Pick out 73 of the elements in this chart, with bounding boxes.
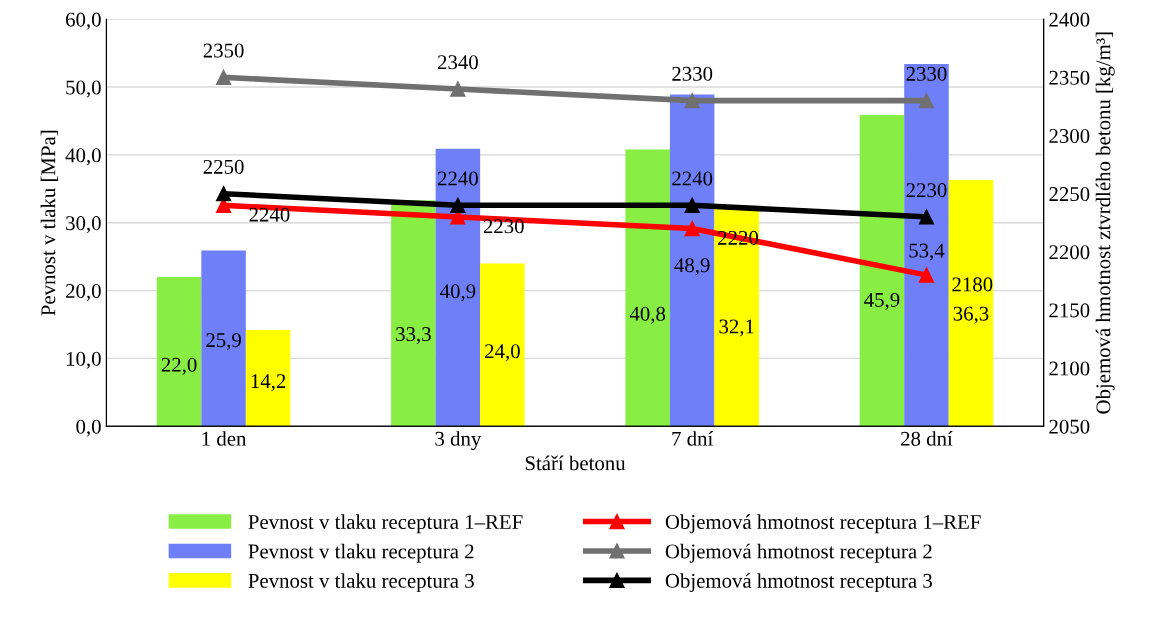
x-tick-label: 7 dní bbox=[672, 431, 714, 446]
data-label: 24,0 bbox=[485, 344, 520, 362]
legend-label: Objemová hmotnost receptura 3 bbox=[665, 573, 932, 593]
data-label: 33,3 bbox=[396, 327, 431, 345]
data-label: 53,4 bbox=[909, 243, 945, 261]
y-tick-label: 50,0 bbox=[66, 80, 101, 98]
y-axis-title: Pevnost v tlaku [MPa] bbox=[40, 130, 58, 316]
x-tick-label: 28 dní bbox=[901, 431, 953, 446]
data-label: 2350 bbox=[203, 43, 244, 58]
data-label: 32,1 bbox=[719, 319, 754, 337]
legend-label: Objemová hmotnost receptura 1–REF bbox=[665, 514, 981, 534]
data-label: 40,8 bbox=[629, 306, 666, 324]
y2-tick-label: 2250 bbox=[1049, 187, 1090, 202]
data-label: 14,2 bbox=[251, 374, 286, 392]
y-tick-label: 60,0 bbox=[66, 12, 101, 30]
bar bbox=[859, 114, 905, 427]
legend-label: Pevnost v tlaku receptura 3 bbox=[248, 573, 474, 593]
bar bbox=[435, 148, 481, 427]
bar bbox=[714, 208, 759, 427]
y-tick-label: 20,0 bbox=[66, 283, 101, 302]
bar bbox=[904, 64, 949, 427]
bar bbox=[156, 277, 202, 427]
data-label: 2330 bbox=[906, 66, 947, 81]
y2-tick-label: 2400 bbox=[1049, 12, 1090, 27]
y2-tick-label: 2200 bbox=[1049, 245, 1090, 260]
bar bbox=[480, 263, 525, 427]
legend-label: Objemová hmotnost receptura 2 bbox=[665, 543, 932, 563]
data-label: 2250 bbox=[203, 159, 244, 174]
y2-tick-label: 2100 bbox=[1049, 361, 1090, 376]
data-label: 2230 bbox=[483, 219, 524, 234]
y2-tick-label: 2350 bbox=[1049, 70, 1090, 85]
point bbox=[215, 69, 232, 86]
data-label: 2180 bbox=[952, 277, 993, 292]
y-tick-label: 30,0 bbox=[66, 216, 101, 234]
point bbox=[684, 92, 700, 109]
point bbox=[918, 267, 935, 283]
x-axis-title: Stáří betonu bbox=[525, 455, 626, 471]
y-tick-label: 40,0 bbox=[65, 148, 101, 166]
x-tick-label: 3 dny bbox=[435, 431, 482, 451]
data-label: 2240 bbox=[672, 171, 713, 186]
y-tick-label: 10,0 bbox=[66, 351, 101, 369]
y2-tick-label: 2150 bbox=[1049, 303, 1090, 318]
legend-label: Pevnost v tlaku receptura 1–REF bbox=[248, 514, 523, 534]
y-tick-label: 0,0 bbox=[76, 419, 101, 437]
data-label: 2330 bbox=[672, 66, 713, 81]
data-label: 2230 bbox=[906, 183, 947, 198]
data-label: 25,9 bbox=[206, 333, 241, 351]
point bbox=[450, 197, 466, 213]
data-label: 40,9 bbox=[440, 284, 476, 302]
bar bbox=[391, 200, 436, 427]
data-label: 22,0 bbox=[161, 357, 197, 375]
point bbox=[684, 197, 700, 213]
y2-tick-label: 2050 bbox=[1049, 419, 1090, 434]
bar bbox=[948, 180, 994, 427]
data-label: 36,3 bbox=[953, 306, 989, 324]
data-label: 2240 bbox=[249, 207, 290, 222]
data-label: 45,9 bbox=[864, 292, 900, 310]
y2-axis-title: Objemová hmotnost ztvrdlého betonu [kg/m³] bbox=[1095, 32, 1115, 414]
data-label: 48,9 bbox=[674, 258, 710, 276]
point bbox=[918, 92, 935, 109]
point bbox=[684, 220, 700, 237]
legend-label: Pevnost v tlaku receptura 2 bbox=[248, 543, 474, 563]
bar bbox=[625, 149, 670, 427]
y2-tick-label: 2300 bbox=[1049, 128, 1090, 143]
bar bbox=[245, 329, 291, 427]
data-label: 2240 bbox=[437, 171, 478, 186]
point bbox=[215, 186, 232, 202]
x-tick-label: 1 den bbox=[202, 431, 247, 446]
data-label: 2340 bbox=[437, 55, 478, 70]
point bbox=[450, 81, 466, 97]
bar bbox=[201, 250, 246, 427]
bar bbox=[669, 94, 715, 427]
point bbox=[918, 209, 935, 225]
